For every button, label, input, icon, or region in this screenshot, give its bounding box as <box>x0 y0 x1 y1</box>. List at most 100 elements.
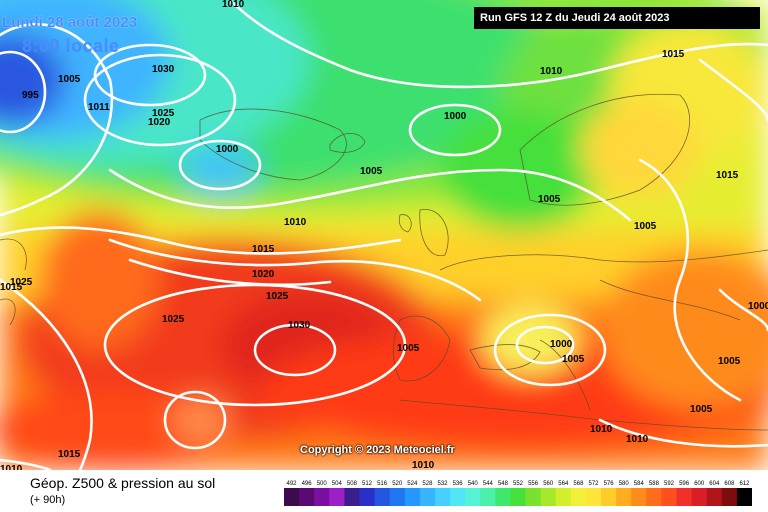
isobar-label: 1005 <box>718 356 741 367</box>
forecast-time: 8:00 locale <box>22 36 120 56</box>
isobar-label: 1010 <box>626 434 649 445</box>
isobar-label: 1005 <box>397 343 420 354</box>
legend-swatch <box>631 488 647 506</box>
legend-tick-label: 592 <box>664 481 675 487</box>
color-scale-legend: 492 496 500 504 508 512 516 520 524 528 532 536 540 5… <box>284 481 752 506</box>
isobar-label: 1020 <box>148 117 171 128</box>
legend-tick-label: 580 <box>619 481 630 487</box>
legend-swatch <box>706 488 723 506</box>
lead-time: (+ 90h) <box>30 494 66 506</box>
isobar-label: 1005 <box>58 74 81 85</box>
legend-tick-label: 572 <box>588 481 599 487</box>
legend-swatch <box>570 488 587 506</box>
legend-tick-label: 576 <box>604 481 615 487</box>
legend-swatch <box>450 488 466 506</box>
legend-swatch <box>601 488 617 506</box>
legend-tick-label: 520 <box>392 481 403 487</box>
model-run-label: Run GFS 12 Z du Jeudi 24 août 2023 <box>474 7 760 29</box>
legend-swatch <box>540 488 557 506</box>
isobar-label: 1025 <box>162 314 185 325</box>
legend-tick-label: 540 <box>468 481 479 487</box>
geopotential-map: 1010 1005 995 1030 1011 1025 1020 1000 1… <box>0 0 768 470</box>
legend-swatch <box>676 488 692 506</box>
isobar-label: 1010 <box>540 66 563 77</box>
legend-tick-label: 560 <box>543 481 554 487</box>
legend-swatch <box>435 488 451 506</box>
legend-tick-label: 600 <box>694 481 705 487</box>
isobar-label: 995 <box>22 90 39 101</box>
legend-swatch <box>585 488 602 506</box>
isobar-label: 1015 <box>0 282 23 293</box>
isobar-label: 1005 <box>634 221 657 232</box>
legend-swatch <box>359 488 375 506</box>
legend-swatch <box>616 488 632 506</box>
legend-tick-label: 528 <box>422 481 433 487</box>
legend-swatch <box>314 488 330 506</box>
legend-swatch <box>284 488 300 506</box>
legend-tick-label: 588 <box>649 481 660 487</box>
copyright-text: Copyright © 2023 Meteociel.fr <box>300 444 455 456</box>
legend-tick-label: 604 <box>709 481 720 487</box>
isobar-label: 1005 <box>538 194 561 205</box>
legend-tick-label: 504 <box>332 481 343 487</box>
legend-tick-label: 584 <box>634 481 645 487</box>
isobar-label: 1010 <box>590 424 613 435</box>
isobar-label: 1010 <box>412 460 435 470</box>
legend-swatch <box>525 488 541 506</box>
isobar-label: 1030 <box>152 64 175 75</box>
isobar-label: 1000 <box>550 339 573 350</box>
legend-swatch <box>389 488 406 506</box>
legend-tick-label: 596 <box>679 481 690 487</box>
map-title: Géop. Z500 & pression au sol <box>30 475 216 491</box>
legend-tick-label: 532 <box>437 481 448 487</box>
legend-swatch <box>374 488 391 506</box>
legend-swatch <box>721 488 738 506</box>
legend-tick-label: 568 <box>573 481 584 487</box>
legend-tick-label: 536 <box>453 481 464 487</box>
isobar-label: 1020 <box>252 269 275 280</box>
forecast-date: Lundi 28 août 2023 <box>2 14 138 31</box>
isobar-label: 1005 <box>562 354 585 365</box>
legend-tick-label: 516 <box>377 481 388 487</box>
isobar-label: 1025 <box>10 277 33 288</box>
isobar-label: 1005 <box>360 166 383 177</box>
legend-tick-label: 544 <box>483 481 494 487</box>
legend-swatch <box>480 488 496 506</box>
isobar-label: 1025 <box>152 108 175 119</box>
isobar-labels: 1010 1005 995 1030 1011 1025 1020 1000 1… <box>0 0 768 470</box>
legend-tick-label: 524 <box>407 481 418 487</box>
legend-tick-label: 556 <box>528 481 539 487</box>
legend-swatch <box>495 488 511 506</box>
legend-swatch <box>419 488 436 506</box>
legend-swatch <box>299 488 315 506</box>
isobar-label: 1010 <box>222 0 245 10</box>
legend-tick-label: 512 <box>362 481 373 487</box>
legend-swatch <box>510 488 526 506</box>
legend-swatch <box>555 488 572 506</box>
legend-tick-label: 496 <box>302 481 313 487</box>
isobars <box>0 0 768 470</box>
isobar-label: 1015 <box>716 170 739 181</box>
legend-swatch <box>691 488 708 506</box>
legend-swatch <box>344 488 360 506</box>
legend-tick-label: 552 <box>513 481 524 487</box>
legend-swatch <box>661 488 677 506</box>
isobar-label: 1030 <box>288 320 311 331</box>
legend-tick-label: 564 <box>558 481 569 487</box>
legend-tick-label: 508 <box>347 481 358 487</box>
legend-tick-label: 492 <box>286 481 297 487</box>
isobar-label: 1025 <box>266 291 289 302</box>
geopotential-color-field <box>0 0 768 470</box>
legend-swatch <box>404 488 421 506</box>
isobar-label: 1005 <box>690 404 713 415</box>
isobar-label: 1010 <box>0 464 23 470</box>
legend-swatch <box>465 488 481 506</box>
isobar-label: 1010 <box>284 217 307 228</box>
legend-tick-label: 500 <box>317 481 328 487</box>
isobar-label: 1015 <box>58 449 81 460</box>
isobar-label: 1000 <box>216 144 239 155</box>
isobar-label: 1011 <box>88 102 110 113</box>
legend-swatch <box>329 488 345 506</box>
legend-swatch <box>736 488 752 506</box>
